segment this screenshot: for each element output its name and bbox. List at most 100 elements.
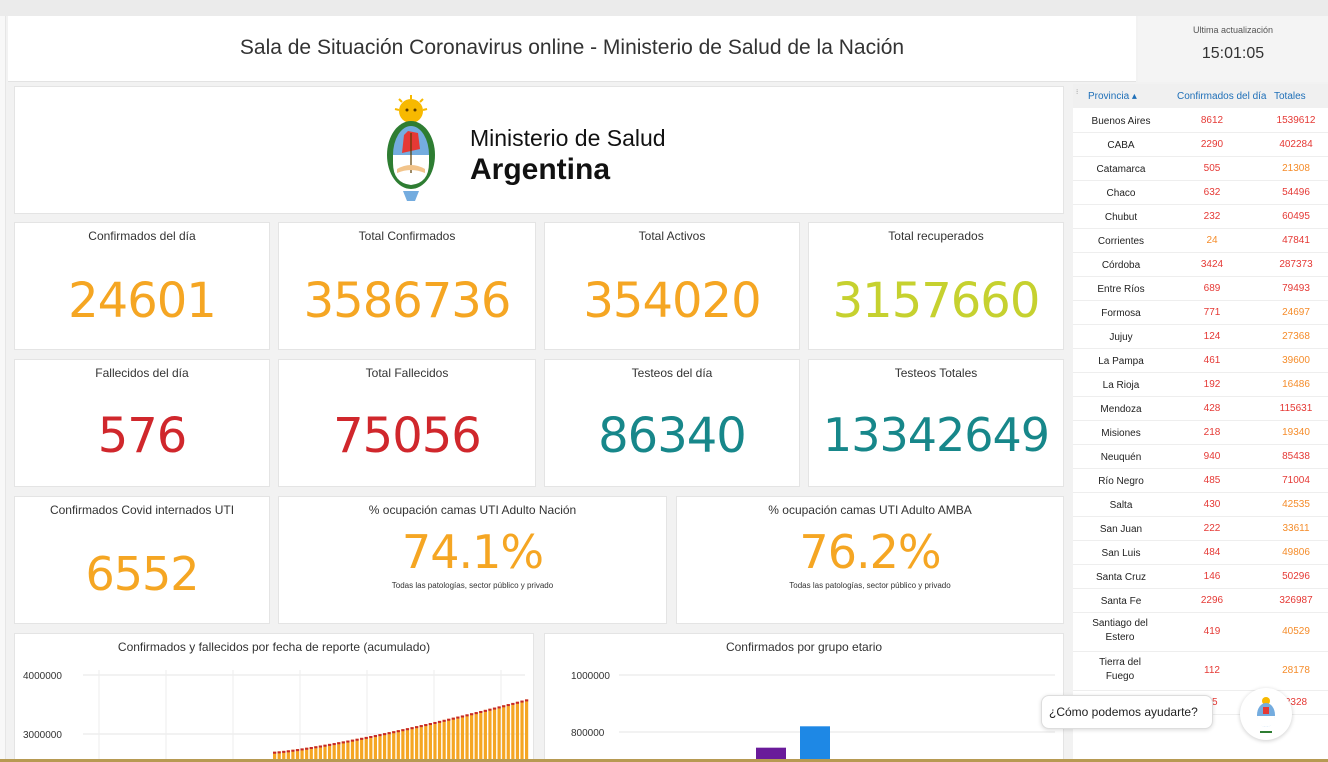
cell-confirmados-dia: 428 xyxy=(1203,403,1221,414)
bar-confirmados xyxy=(387,732,391,761)
cell-provincia: San Juan xyxy=(1099,524,1143,535)
bar-confirmados xyxy=(305,747,309,761)
bar-confirmados xyxy=(350,739,355,761)
kpi-value: 76.2% xyxy=(799,525,941,579)
bar-confirmados xyxy=(300,748,304,761)
y-tick-label: 800000 xyxy=(571,728,605,739)
table-row[interactable]: Córdoba 3424 287373 xyxy=(1073,253,1328,277)
bar-fallecidos-cap xyxy=(314,746,318,749)
chat-escudo-icon[interactable] xyxy=(1240,688,1292,740)
bar-fallecidos-cap xyxy=(474,712,478,715)
table-row[interactable]: Misiones 218 19340 xyxy=(1073,421,1328,445)
bar-confirmados xyxy=(465,714,469,761)
cell-confirmados-dia: 632 xyxy=(1203,187,1221,198)
kpi-confirmados-dia: Confirmados del día 24601 xyxy=(14,222,270,350)
cell-provincia: Santa Cruz xyxy=(1095,572,1147,583)
bar-confirmados xyxy=(456,716,460,761)
table-row[interactable]: CABA 2290 402284 xyxy=(1073,133,1328,157)
bar-fallecidos-cap xyxy=(300,748,304,751)
bar-confirmados xyxy=(369,735,373,761)
bar-confirmados xyxy=(483,709,487,761)
kpi-total-recuperados: Total recuperados 3157660 xyxy=(808,222,1064,350)
bar-fallecidos-cap xyxy=(401,729,405,732)
column-menu-icon[interactable]: ⁝ xyxy=(1076,89,1079,96)
table-row[interactable]: Salta 430 42535 xyxy=(1073,493,1328,517)
table-row[interactable]: Formosa 771 24697 xyxy=(1073,301,1328,325)
bar-confirmados xyxy=(497,706,501,761)
table-row[interactable]: Jujuy 124 27368 xyxy=(1073,325,1328,349)
table-row[interactable]: Catamarca 505 21308 xyxy=(1073,157,1328,181)
bar-confirmados xyxy=(419,725,423,761)
bar-fallecidos-cap xyxy=(286,750,290,753)
column-header-totales[interactable]: Totales xyxy=(1274,91,1306,102)
bar-fallecidos-cap xyxy=(291,749,295,752)
kpi-value: 3586736 xyxy=(303,273,512,329)
table-row[interactable]: La Rioja 192 16486 xyxy=(1073,373,1328,397)
table-header: ⁝ Provincia ▴ Confirmados del día Totale… xyxy=(1073,84,1328,108)
table-row[interactable]: Chubut 232 60495 xyxy=(1073,205,1328,229)
cell-confirmados-dia: 2290 xyxy=(1200,139,1224,150)
cell-confirmados-dia: 505 xyxy=(1203,163,1221,174)
bar-confirmados xyxy=(428,723,432,761)
bar-confirmados xyxy=(447,718,451,761)
bar-fallecidos-cap xyxy=(309,747,313,750)
bar-grupo-etario xyxy=(800,726,830,761)
column-header-provincia[interactable]: Provincia ▴ xyxy=(1088,91,1137,102)
chart-title: Confirmados y fallecidos por fecha de re… xyxy=(117,640,431,654)
table-row[interactable]: Chaco 632 54496 xyxy=(1073,181,1328,205)
cell-provincia: La Pampa xyxy=(1098,356,1144,367)
cell-totales: 2328 xyxy=(1284,697,1308,708)
kpi-label: Total Activos xyxy=(638,229,706,243)
column-header-dia[interactable]: Confirmados del día xyxy=(1177,91,1267,102)
bar-fallecidos-cap xyxy=(323,744,327,747)
table-row[interactable]: Tierra del Fuego 112 28178 xyxy=(1073,652,1328,691)
cell-provincia: Jujuy xyxy=(1109,332,1133,343)
cell-confirmados-dia: 24 xyxy=(1206,235,1218,246)
cell-totales: 40529 xyxy=(1282,626,1310,637)
cell-provincia: Corrientes xyxy=(1097,236,1145,247)
table-row[interactable]: Buenos Aires 8612 1539612 xyxy=(1073,109,1328,133)
bar-fallecidos-cap xyxy=(332,743,336,746)
cell-provincia: Mendoza xyxy=(1100,404,1142,415)
kpi-label: % ocupación camas UTI Adulto Nación xyxy=(368,503,577,517)
table-row[interactable]: Santa Cruz 146 50296 xyxy=(1073,565,1328,589)
bar-fallecidos-cap xyxy=(506,704,510,707)
table-row[interactable]: San Juan 222 33611 xyxy=(1073,517,1328,541)
kpi-fallecidos-dia: Fallecidos del día 576 xyxy=(14,359,270,487)
chart-confirmados-fallecidos-plot: 4000000 3000000 xyxy=(23,670,529,761)
cell-provincia: Tierra del Fuego xyxy=(1099,657,1141,682)
cell-confirmados-dia: 8612 xyxy=(1200,115,1224,126)
bar-fallecidos-cap xyxy=(465,714,469,717)
table-row[interactable]: Neuquén 940 85438 xyxy=(1073,445,1328,469)
bar-confirmados xyxy=(492,707,497,761)
cell-confirmados-dia: 146 xyxy=(1203,571,1221,582)
kpi-value: 6552 xyxy=(85,547,199,601)
bar-confirmados xyxy=(392,731,396,761)
table-row[interactable]: San Luis 484 49806 xyxy=(1073,541,1328,565)
table-row[interactable]: Entre Ríos 689 79493 xyxy=(1073,277,1328,301)
bar-confirmados xyxy=(332,743,336,761)
table-row[interactable]: Mendoza 428 115631 xyxy=(1073,397,1328,421)
y-tick-label: 1000000 xyxy=(571,671,610,682)
bar-fallecidos-cap xyxy=(337,742,341,745)
bar-fallecidos-cap xyxy=(502,705,506,708)
bar-confirmados xyxy=(373,735,377,761)
logo-country: Argentina xyxy=(470,153,611,186)
table-row[interactable]: Corrientes 24 47841 xyxy=(1073,229,1328,253)
bar-grupo-etario xyxy=(756,747,786,761)
kpi-ocupacion-nacion: % ocupación camas UTI Adulto Nación 74.1… xyxy=(278,496,667,624)
cell-provincia: Chubut xyxy=(1104,212,1138,223)
cell-totales: 47841 xyxy=(1282,235,1310,246)
cell-totales: 402284 xyxy=(1279,139,1313,150)
bar-fallecidos-cap xyxy=(318,745,323,748)
bar-fallecidos-cap xyxy=(433,721,437,724)
table-row[interactable]: La Pampa 461 39600 xyxy=(1073,349,1328,373)
bar-confirmados xyxy=(323,744,327,761)
table-row[interactable]: Río Negro 485 71004 xyxy=(1073,469,1328,493)
kpi-label: Total Fallecidos xyxy=(365,366,449,380)
table-row[interactable]: Santiago del Estero 419 40529 xyxy=(1073,613,1328,652)
kpi-value: 354020 xyxy=(583,273,761,329)
help-chat-bubble[interactable]: ¿Cómo podemos ayudarte? xyxy=(1041,695,1213,729)
cell-provincia: Salta xyxy=(1109,500,1133,511)
table-row[interactable]: Santa Fe 2296 326987 xyxy=(1073,589,1328,613)
